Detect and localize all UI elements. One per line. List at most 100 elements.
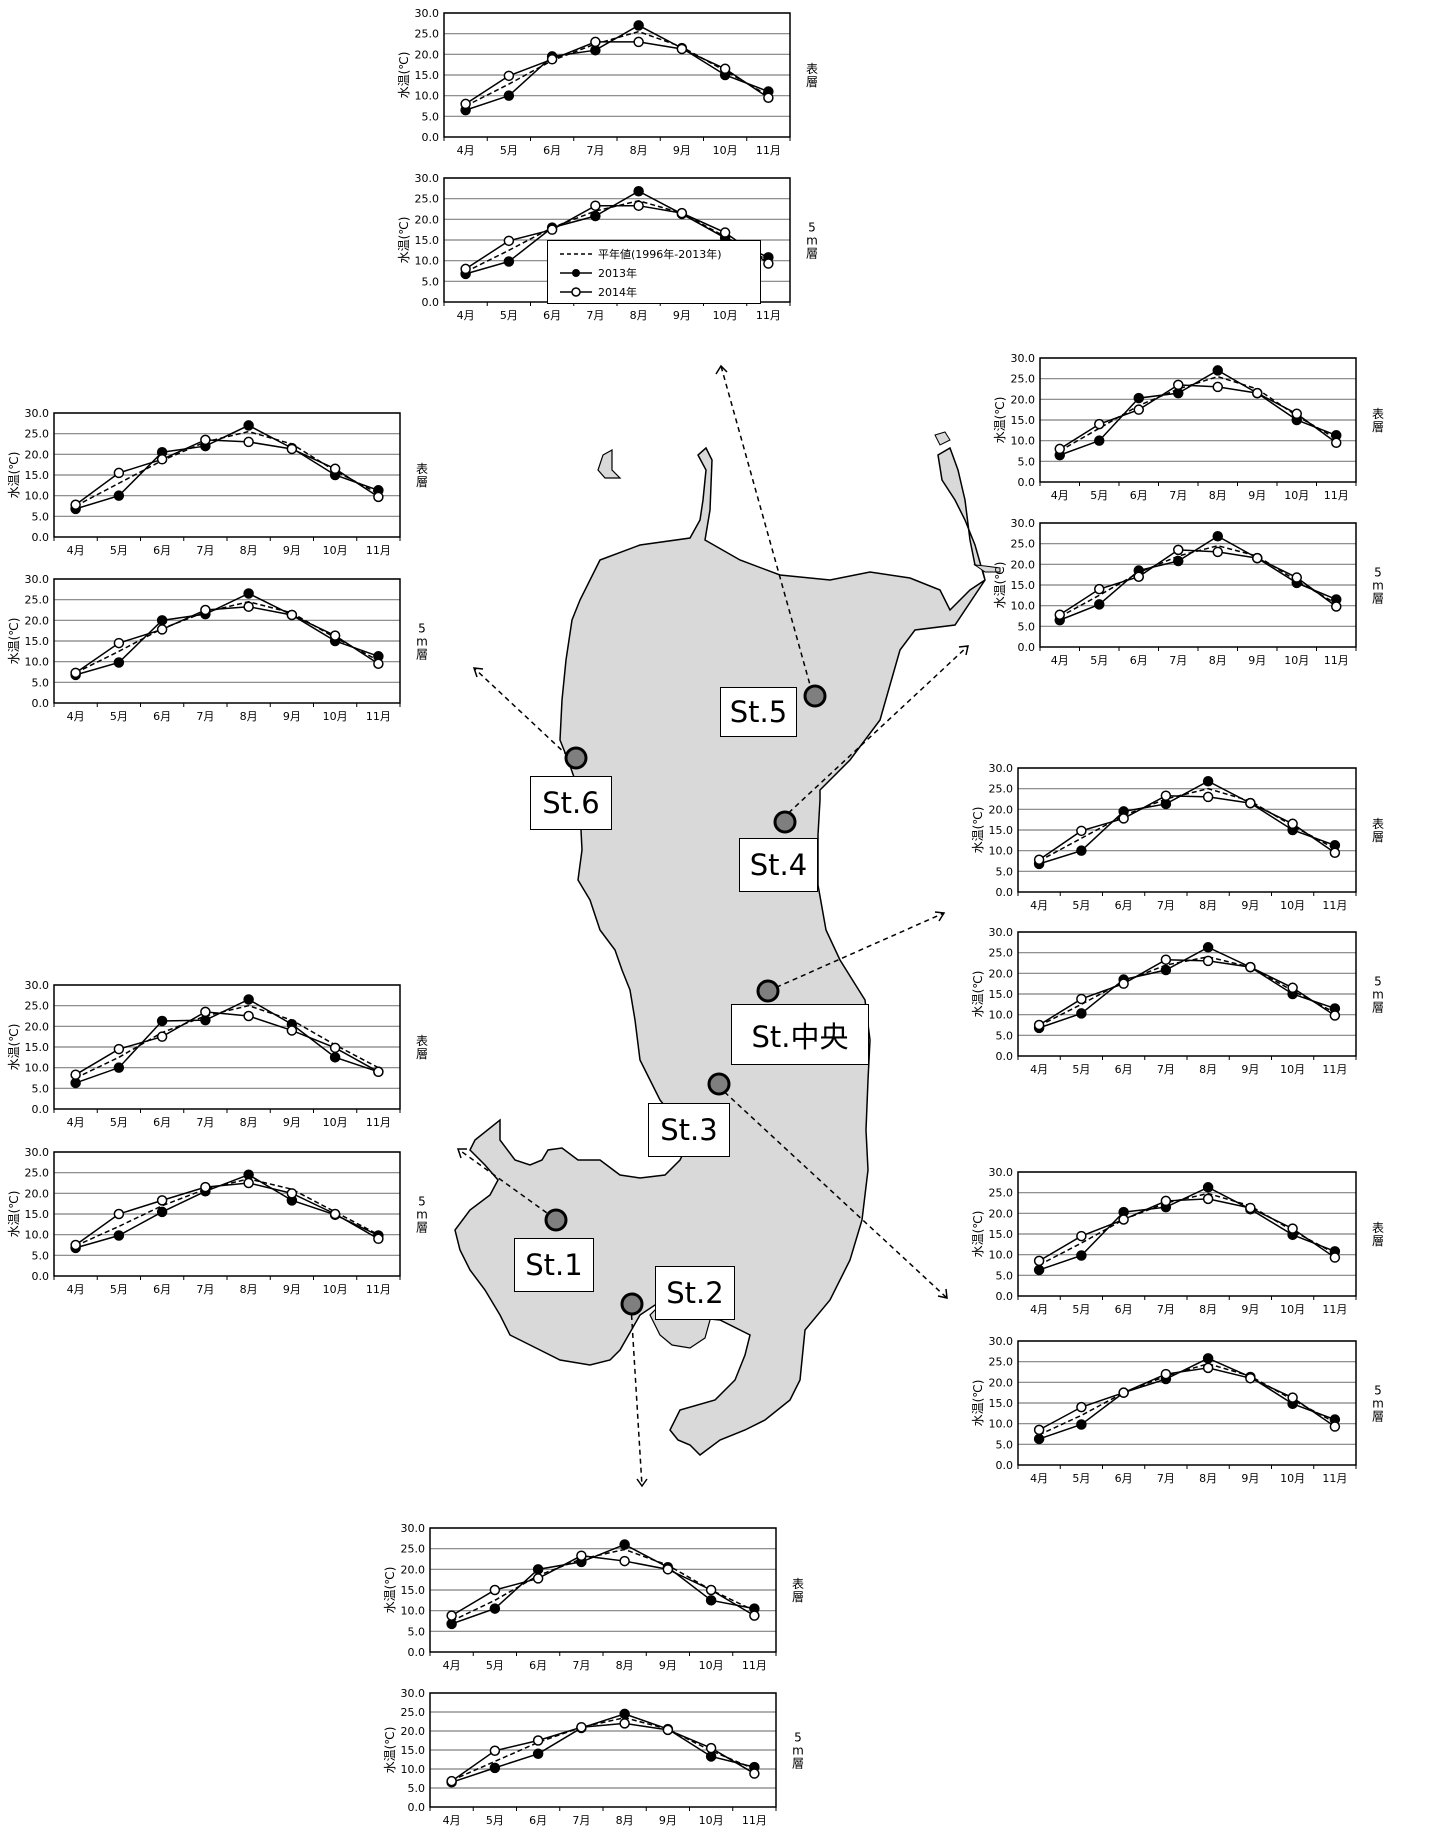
y-tick-label: 10.0	[25, 1229, 50, 1242]
series-2013-line	[465, 24, 769, 111]
x-tick-label: 5月	[500, 309, 518, 322]
y-tick-label: 0.0	[1018, 641, 1036, 654]
series-2013-point	[1160, 964, 1172, 976]
x-tick-label: 8月	[1209, 489, 1227, 502]
y-tick-label: 5.0	[1018, 455, 1036, 468]
series-2014-line	[1059, 549, 1337, 616]
station-label-st6: St.6	[530, 776, 612, 830]
y-tick-label: 15.0	[25, 1041, 50, 1054]
y-tick-label: 25.0	[401, 1543, 426, 1556]
legend: 平年値(1996年-2013年) 2013年 2014年	[547, 240, 761, 304]
series-2013-point	[619, 1708, 630, 1720]
y-tick-label: 20.0	[1011, 393, 1036, 406]
y-axis-label: 水温(℃)	[971, 1380, 985, 1427]
series-2013-point	[113, 657, 125, 668]
series-2014-point	[286, 609, 298, 621]
y-tick-label: 15.0	[401, 1584, 426, 1597]
series-2014-point	[200, 1181, 211, 1193]
x-tick-label: 4月	[457, 144, 475, 157]
legend-label-avg: 平年値(1996年-2013年)	[598, 248, 722, 261]
avg-series-line	[1038, 1192, 1336, 1266]
series-2013-point	[1076, 1419, 1087, 1430]
legend-item-2013: 2013年	[558, 264, 637, 282]
x-tick-label: 6月	[529, 1659, 547, 1672]
series-2014-point	[633, 36, 644, 48]
station-label-stc: St.中央	[731, 1004, 869, 1065]
series-2013-point	[1202, 1353, 1214, 1364]
series-2014-point	[70, 1069, 81, 1080]
series-2014-point	[489, 1745, 501, 1757]
x-tick-label: 9月	[283, 710, 301, 723]
y-tick-label: 5.0	[996, 1438, 1014, 1451]
series-2014-point	[156, 454, 168, 465]
series-2014-point	[590, 200, 601, 211]
lake-inlet-north	[597, 448, 622, 479]
series-2013-point	[329, 1052, 341, 1063]
series-2013-point	[1033, 1433, 1045, 1445]
series-2014-line	[1038, 1198, 1336, 1262]
x-tick-label: 5月	[1072, 1063, 1090, 1076]
y-tick-label: 0.0	[422, 131, 440, 144]
y-tick-label: 5.0	[422, 110, 440, 123]
y-tick-label: 10.0	[415, 255, 440, 268]
chart-st1-surface: 0.0 5.0 10.0 15.0 20.0 25.0 30.0 4月 5月 6月 7月 8月 9月 10…	[7, 979, 428, 1129]
y-tick-label: 30.0	[415, 172, 440, 185]
series-2014-point	[329, 463, 341, 475]
series-2013-line	[75, 424, 379, 510]
x-tick-label: 9月	[1241, 1063, 1259, 1076]
y-tick-label: 5.0	[32, 1082, 50, 1095]
series-2013-line	[451, 1713, 755, 1784]
series-2014-point	[1202, 1193, 1214, 1205]
series-2013-line	[465, 190, 769, 275]
legend-label-2014: 2014年	[598, 286, 637, 299]
chart-st1-5m: 0.0 5.0 10.0 15.0 20.0 25.0 30.0 4月 5月 6月 7月 8月 9月 10…	[7, 1146, 428, 1296]
x-tick-label: 8月	[616, 1659, 634, 1672]
x-tick-label: 6月	[1115, 1303, 1133, 1316]
y-tick-label: 30.0	[25, 407, 50, 420]
series-2014-point	[1202, 955, 1214, 967]
x-tick-label: 6月	[1130, 654, 1148, 667]
series-2014-point	[1094, 583, 1105, 595]
series-2014-point	[619, 1718, 630, 1729]
layer-label: 表層	[1372, 407, 1384, 434]
series-2013-line	[1059, 535, 1337, 621]
avg-series-line	[1038, 787, 1336, 862]
legend-dashed-line-icon	[560, 253, 592, 255]
series-2014-point	[546, 224, 558, 235]
arrowheads	[456, 364, 969, 1488]
y-tick-label: 25.0	[25, 594, 50, 607]
series-2014-point	[373, 658, 384, 669]
y-axis-label: 水温(℃)	[7, 452, 21, 499]
y-tick-label: 10.0	[401, 1763, 426, 1776]
y-tick-label: 15.0	[415, 234, 440, 247]
series-2014-point	[286, 443, 298, 455]
y-tick-label: 5.0	[996, 865, 1014, 878]
arrows	[457, 365, 969, 1487]
series-2014-point	[1133, 571, 1144, 582]
x-tick-label: 5月	[1090, 654, 1108, 667]
series-2014-point	[1033, 854, 1045, 866]
x-tick-label: 10月	[1280, 1472, 1305, 1485]
y-tick-label: 5.0	[32, 510, 50, 523]
y-tick-label: 30.0	[401, 1522, 426, 1535]
x-tick-label: 9月	[1241, 1303, 1259, 1316]
series-2013-point	[1094, 599, 1105, 610]
x-tick-label: 8月	[1199, 1472, 1217, 1485]
series-2014-point	[1173, 544, 1184, 556]
x-tick-label: 4月	[67, 1116, 85, 1129]
series-2014-point	[1202, 791, 1214, 803]
series-2014-line	[451, 1554, 755, 1617]
y-tick-label: 20.0	[25, 1020, 50, 1033]
series-2014-point	[1033, 1255, 1045, 1267]
y-tick-label: 10.0	[989, 1249, 1014, 1262]
series-2014-point	[200, 434, 211, 446]
x-tick-label: 7月	[1157, 1303, 1175, 1316]
x-tick-label: 4月	[1030, 1472, 1048, 1485]
y-tick-label: 25.0	[415, 193, 440, 206]
x-tick-label: 4月	[443, 1814, 461, 1827]
